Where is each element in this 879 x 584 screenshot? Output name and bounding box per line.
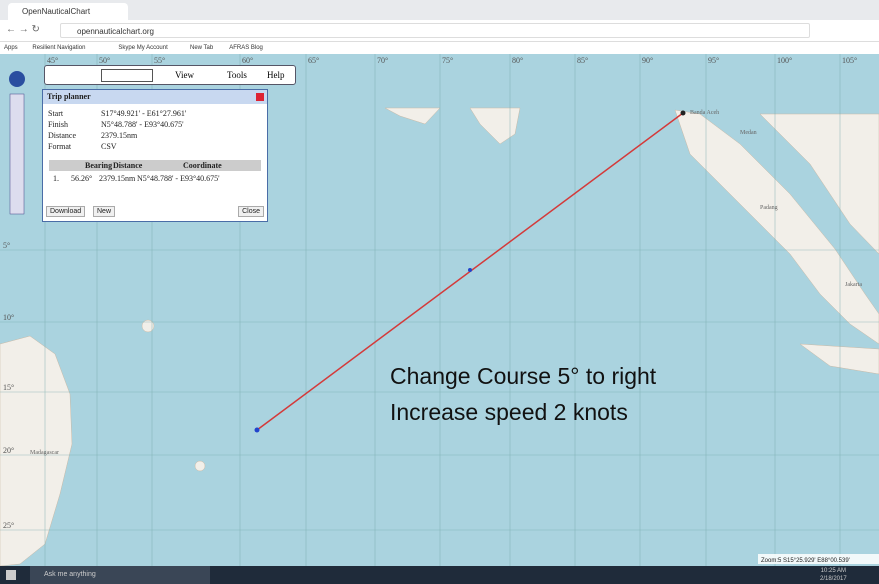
toolbar-button[interactable]: Help bbox=[267, 66, 285, 84]
date: 2/18/2017 bbox=[820, 575, 847, 583]
longitude-label: 80° bbox=[512, 56, 523, 65]
field-label: Finish bbox=[48, 120, 68, 129]
longitude-label: 75° bbox=[442, 56, 453, 65]
annotation-line: Change Course 5° to right bbox=[390, 358, 656, 394]
status-text: Zoom:5 S15°25.929' E88°00.539' bbox=[761, 558, 850, 564]
table-header: Coordinate bbox=[183, 161, 222, 170]
field-value: S17°49.921' - E61°27.961' bbox=[101, 109, 186, 118]
panel-button[interactable]: Download bbox=[46, 206, 85, 217]
place-label: Madagascar bbox=[30, 450, 59, 456]
panel-title: Trip planner bbox=[43, 90, 267, 104]
field-value: 2379.15nm bbox=[101, 131, 137, 140]
latitude-label: 15° bbox=[3, 383, 14, 392]
trip-planner: Trip planner Start S17°49.921' - E61°27.9… bbox=[42, 89, 268, 222]
search-box[interactable]: Ask me anything bbox=[30, 566, 210, 584]
search-input[interactable] bbox=[101, 69, 153, 82]
bookmark[interactable]: AFRAS Blog bbox=[229, 42, 263, 54]
clock: 10:25 AM 2/18/2017 bbox=[820, 567, 847, 583]
table-cell: 1. bbox=[53, 174, 59, 183]
zoom-control[interactable] bbox=[9, 71, 25, 214]
place-label: Banda Aceh bbox=[690, 110, 719, 116]
url-field[interactable]: opennauticalchart.org bbox=[60, 23, 810, 38]
taskbar: Ask me anything 10:25 AM 2/18/2017 bbox=[0, 566, 879, 584]
longitude-label: 70° bbox=[377, 56, 388, 65]
bookmark[interactable]: New Tab bbox=[190, 42, 213, 54]
bookmark[interactable]: Apps bbox=[4, 42, 18, 54]
latitude-label: 25° bbox=[3, 521, 14, 530]
route-finish[interactable] bbox=[681, 111, 686, 116]
table-cell: 56.26° bbox=[71, 174, 92, 183]
table-cell: 2379.15nm bbox=[99, 174, 135, 183]
start-button[interactable] bbox=[6, 570, 16, 580]
field-label: Distance bbox=[48, 131, 76, 140]
browser-tab[interactable]: OpenNauticalChart bbox=[8, 3, 128, 20]
tab-strip: OpenNauticalChart bbox=[0, 0, 879, 20]
bookmark[interactable]: Resilient Navigation bbox=[32, 42, 85, 54]
longitude-label: 60° bbox=[242, 56, 253, 65]
toolbar-button[interactable]: Tools bbox=[227, 66, 247, 84]
longitude-label: 50° bbox=[99, 56, 110, 65]
time: 10:25 AM bbox=[820, 567, 847, 575]
field-value: N5°48.788' - E93°40.675' bbox=[101, 120, 184, 129]
field-label: Format bbox=[48, 142, 71, 151]
screen: OpenNauticalChart ← → ↻ opennauticalchar… bbox=[0, 0, 879, 584]
longitude-label: 65° bbox=[308, 56, 319, 65]
panel-button[interactable]: New bbox=[93, 206, 115, 217]
latitude-label: 10° bbox=[3, 313, 14, 322]
latitude-label: 20° bbox=[3, 446, 14, 455]
toolbar-button[interactable]: View bbox=[175, 66, 194, 84]
annotation-line: Increase speed 2 knots bbox=[390, 394, 656, 430]
table-header-bg bbox=[49, 160, 261, 171]
longitude-label: 90° bbox=[642, 56, 653, 65]
bookmarks-bar: Apps Resilient Navigation Skype My Account… bbox=[0, 42, 879, 54]
field-label: Start bbox=[48, 109, 63, 118]
panel-close-icon[interactable] bbox=[256, 93, 264, 101]
table-header: Bearing bbox=[85, 161, 112, 170]
longitude-label: 105° bbox=[842, 56, 857, 65]
nav-buttons[interactable]: ← → ↻ bbox=[6, 24, 40, 35]
panel-button[interactable]: Close bbox=[238, 206, 264, 217]
bookmark[interactable]: Skype My Account bbox=[118, 42, 167, 54]
latitude-label: 5° bbox=[3, 241, 10, 250]
longitude-label: 85° bbox=[577, 56, 588, 65]
map-toolbar: View Tools Help bbox=[44, 65, 296, 85]
table-header: Distance bbox=[113, 161, 142, 170]
place-label: Jakarta bbox=[845, 282, 862, 288]
route-midpoint[interactable] bbox=[468, 268, 472, 272]
field-value: CSV bbox=[101, 142, 117, 151]
longitude-label: 95° bbox=[708, 56, 719, 65]
table-cell: N5°48.788' - E93°40.675' bbox=[137, 174, 220, 183]
place-label: Padang bbox=[760, 205, 778, 211]
longitude-label: 100° bbox=[777, 56, 792, 65]
place-label: Medan bbox=[740, 130, 757, 136]
route-start[interactable] bbox=[255, 428, 260, 433]
longitude-label: 55° bbox=[154, 56, 165, 65]
longitude-label: 45° bbox=[47, 56, 58, 65]
